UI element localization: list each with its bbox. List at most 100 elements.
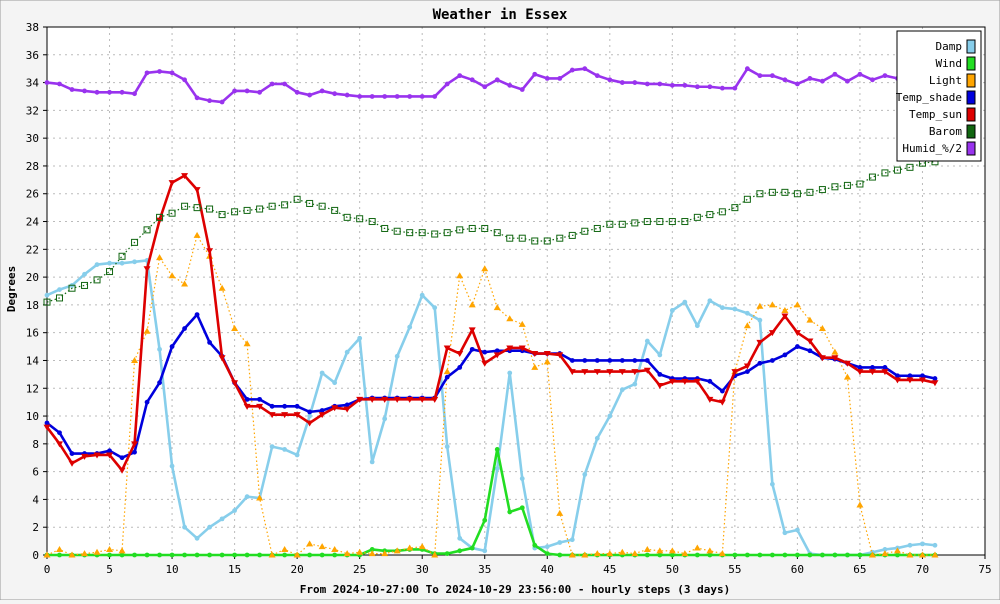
data-point [593,550,601,557]
data-point [544,544,550,550]
data-point [557,540,563,545]
data-point [293,412,301,419]
data-point [456,272,464,279]
data-point [918,377,926,384]
data-point [793,190,801,198]
x-tick-label: 25 [353,563,366,576]
data-point [657,552,663,558]
data-point [256,403,264,410]
data-point [444,374,450,380]
x-tick-label: 65 [853,563,866,576]
data-point [731,204,739,212]
data-point [368,550,376,557]
data-point [219,516,225,522]
data-point [468,301,476,308]
y-tick-label: 10 [26,410,39,423]
data-point [506,315,514,322]
data-point [418,229,426,237]
data-point [781,188,789,196]
data-point [594,73,600,79]
data-point [932,376,938,381]
data-point [868,369,876,376]
data-point [107,448,112,454]
data-point [632,80,638,85]
series [43,66,939,558]
data-point [706,547,714,554]
data-point [769,358,775,363]
data-point [744,66,750,72]
data-point [244,88,250,94]
data-point [307,92,313,98]
data-point [607,77,613,83]
data-point [419,94,425,99]
data-point [618,220,626,228]
chart-title: Weather in Essex [433,7,568,23]
data-point [307,409,313,415]
data-point [468,224,476,232]
data-point [244,396,250,402]
data-point [920,541,925,547]
data-point [243,340,251,347]
y-tick-label: 4 [32,493,39,506]
data-point [182,552,187,558]
data-point [157,346,162,352]
data-point [768,330,776,337]
data-point [81,453,89,460]
data-point [857,71,863,77]
data-point [707,298,713,304]
data-point [644,552,650,558]
data-point [818,186,826,194]
data-point [831,183,839,191]
data-point [881,369,889,376]
data-point [681,218,689,226]
data-point [557,552,563,558]
plot-area [47,27,985,555]
data-point [732,552,738,558]
data-point [231,325,239,332]
data-point [207,340,212,345]
data-point [707,378,713,384]
data-point [356,396,364,403]
data-point [569,358,575,363]
data-point [343,550,351,557]
legend-label: Damp [936,40,963,53]
data-point [68,551,76,558]
data-point [481,224,489,232]
data-point [706,396,714,403]
data-point [143,226,151,234]
data-point [870,77,875,83]
data-point [918,551,926,558]
data-point [731,369,739,376]
data-point [493,229,501,237]
y-tick-label: 32 [26,104,39,117]
x-tick-label: 20 [291,563,304,576]
data-point [331,405,339,412]
y-tick-label: 20 [26,271,39,284]
data-point [456,226,464,234]
data-point [94,262,100,267]
data-point [757,552,763,558]
data-point [694,323,700,329]
data-point [269,444,275,450]
data-point [232,88,238,94]
legend-swatch [966,56,976,71]
data-point [457,365,463,370]
data-point [243,206,251,214]
data-point [306,199,314,207]
data-point [469,77,475,83]
data-point [143,266,151,273]
data-point [343,213,351,221]
data-point [293,551,301,558]
data-point [832,552,838,558]
x-tick-label: 55 [728,563,741,576]
data-point [157,69,162,74]
data-point [331,206,339,214]
data-point [556,509,564,516]
data-point [168,180,176,187]
data-point [482,517,488,523]
y-tick-label: 34 [26,77,40,90]
data-point [357,335,363,341]
data-point [269,403,275,409]
